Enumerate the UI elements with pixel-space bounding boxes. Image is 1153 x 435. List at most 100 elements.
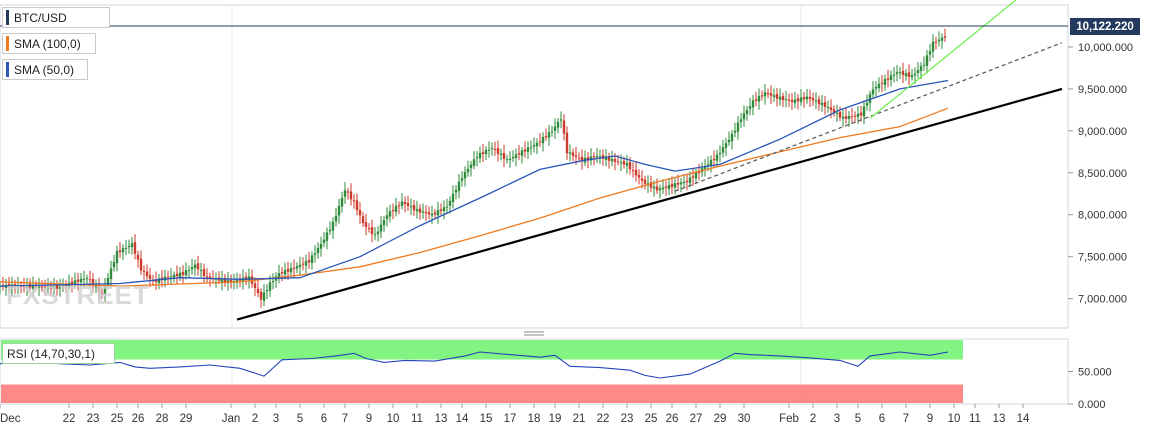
candle-body[interactable] (454, 190, 458, 193)
candle-body[interactable] (43, 286, 47, 288)
candle-body[interactable] (259, 291, 263, 300)
candle-body[interactable] (763, 92, 767, 97)
candle-body[interactable] (139, 258, 143, 271)
candle-body[interactable] (493, 148, 497, 150)
candle-body[interactable] (652, 186, 656, 189)
candle-body[interactable] (904, 73, 908, 77)
candle-body[interactable] (124, 247, 128, 249)
candle-body[interactable] (811, 98, 815, 101)
candle-body[interactable] (556, 121, 560, 128)
legend-btcusd[interactable]: BTC/USD (2, 7, 110, 28)
candle-body[interactable] (526, 147, 530, 152)
candle-body[interactable] (298, 264, 302, 267)
candle-body[interactable] (637, 174, 641, 178)
candle-body[interactable] (112, 262, 116, 268)
candle-body[interactable] (73, 280, 77, 286)
candle-body[interactable] (316, 247, 320, 254)
candle-body[interactable] (436, 209, 440, 216)
candle-body[interactable] (346, 191, 350, 193)
candle-body[interactable] (490, 147, 494, 149)
candle-body[interactable] (307, 259, 311, 263)
candle-body[interactable] (388, 211, 392, 217)
candle-body[interactable] (634, 169, 638, 176)
candle-body[interactable] (223, 277, 227, 283)
candle-body[interactable] (364, 222, 368, 227)
candle-body[interactable] (244, 276, 248, 280)
candle-body[interactable] (829, 107, 833, 111)
candle-body[interactable] (898, 72, 902, 74)
candle-body[interactable] (901, 71, 905, 75)
candle-body[interactable] (862, 106, 866, 117)
candle-body[interactable] (424, 211, 428, 214)
candle-body[interactable] (679, 182, 683, 185)
candle-body[interactable] (412, 204, 416, 211)
candle-body[interactable] (361, 216, 365, 224)
candle-body[interactable] (565, 132, 569, 154)
legend-rsi[interactable]: RSI (14,70,30,1) (2, 343, 115, 364)
candle-body[interactable] (688, 177, 692, 184)
candle-body[interactable] (463, 171, 467, 179)
candle-body[interactable] (817, 99, 821, 105)
candle-body[interactable] (841, 116, 845, 119)
candle-body[interactable] (727, 139, 731, 143)
candle-body[interactable] (433, 212, 437, 215)
candle-body[interactable] (190, 267, 194, 270)
candle-body[interactable] (289, 267, 293, 273)
candle-body[interactable] (121, 248, 125, 253)
candle-body[interactable] (730, 133, 734, 142)
candle-body[interactable] (697, 171, 701, 173)
candle-body[interactable] (172, 274, 176, 278)
candle-body[interactable] (925, 55, 929, 67)
candle-body[interactable] (85, 277, 89, 279)
candle-body[interactable] (430, 213, 434, 216)
candle-body[interactable] (226, 280, 230, 283)
candle-body[interactable] (499, 153, 503, 155)
candle-body[interactable] (826, 106, 830, 108)
candle-body[interactable] (445, 206, 449, 208)
candle-body[interactable] (892, 74, 896, 76)
candle-body[interactable] (208, 276, 212, 279)
candle-body[interactable] (286, 269, 290, 272)
candle-body[interactable] (109, 268, 113, 280)
candle-body[interactable] (202, 269, 206, 276)
candle-body[interactable] (358, 210, 362, 216)
candle-body[interactable] (460, 178, 464, 181)
legend-sma50[interactable]: SMA (50,0) (2, 59, 88, 80)
candle-body[interactable] (421, 211, 425, 213)
candle-body[interactable] (82, 278, 86, 280)
candle-body[interactable] (31, 284, 35, 289)
candle-body[interactable] (169, 276, 173, 278)
candle-body[interactable] (784, 99, 788, 101)
candle-body[interactable] (658, 188, 662, 191)
candle-body[interactable] (718, 152, 722, 155)
candle-body[interactable] (691, 176, 695, 178)
candle-body[interactable] (187, 269, 191, 271)
candle-body[interactable] (850, 116, 854, 118)
candle-body[interactable] (394, 205, 398, 213)
candle-body[interactable] (481, 152, 485, 154)
candle-body[interactable] (775, 93, 779, 99)
candle-body[interactable] (880, 82, 884, 84)
candle-body[interactable] (610, 159, 614, 162)
green-trendline[interactable] (869, 0, 1020, 119)
candle-body[interactable] (619, 162, 623, 164)
candle-body[interactable] (544, 136, 548, 138)
candle-body[interactable] (628, 162, 632, 170)
candle-body[interactable] (466, 168, 470, 173)
candle-body[interactable] (706, 164, 710, 166)
candle-body[interactable] (10, 284, 14, 289)
candle-body[interactable] (793, 99, 797, 104)
candle-body[interactable] (349, 191, 353, 200)
candle-body[interactable] (37, 285, 41, 288)
candle-body[interactable] (415, 209, 419, 212)
candle-body[interactable] (475, 157, 479, 159)
candle-body[interactable] (631, 169, 635, 171)
candle-body[interactable] (550, 131, 554, 133)
candle-body[interactable] (751, 100, 755, 108)
candle-body[interactable] (832, 109, 836, 113)
candle-body[interactable] (262, 292, 266, 301)
candle-body[interactable] (838, 111, 842, 118)
candle-body[interactable] (457, 181, 461, 192)
candle-body[interactable] (370, 227, 374, 234)
legend-sma100[interactable]: SMA (100,0) (2, 33, 96, 54)
